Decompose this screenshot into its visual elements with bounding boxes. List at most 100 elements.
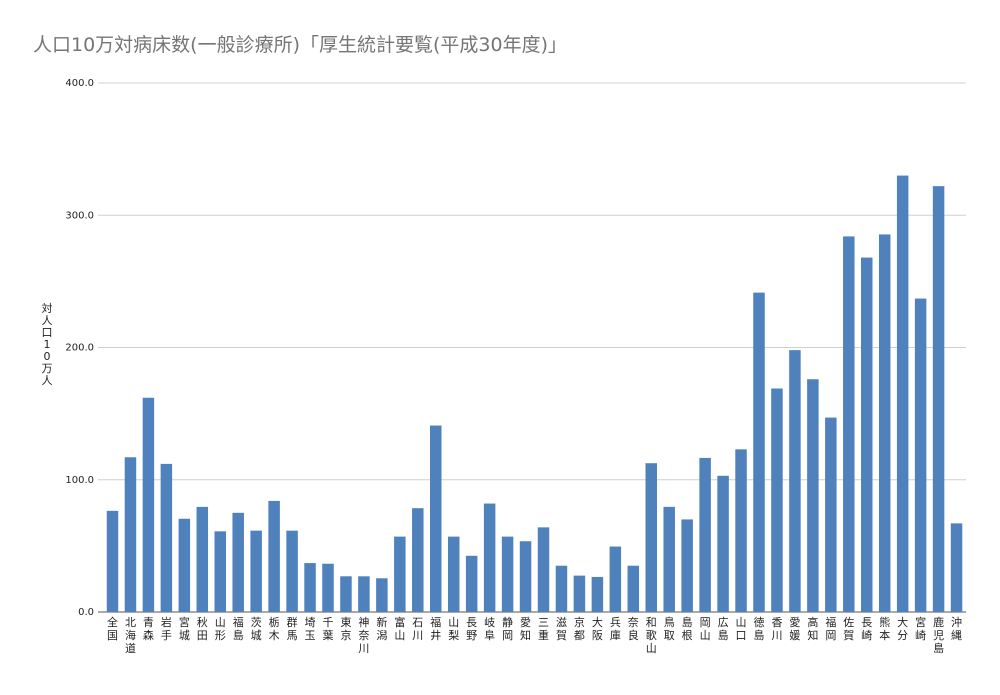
x-category-label: 愛媛 [789,616,800,642]
x-category-label: 東京 [340,616,351,642]
y-axis-label: 対人口 1 0 万人 [42,301,53,387]
x-category-label: 山形 [215,616,226,642]
x-category-label: 埼玉 [305,615,316,642]
bar [430,425,442,612]
x-category-label: 岐阜 [484,616,495,642]
x-axis-labels: 全国北海道青森岩手宮城秋田山形福島茨城栃木群馬埼玉千葉東京神奈川新潟富山石川福井… [107,615,962,655]
x-category-label: 群馬 [287,615,298,642]
bar [322,563,334,612]
x-category-label: 富山 [394,615,405,642]
y-tick-label: 400.0 [65,78,94,89]
bar [609,546,622,612]
bar [807,379,819,612]
gridlines [98,82,966,613]
bar [771,388,783,612]
bar [663,506,675,612]
bar [160,463,173,612]
bar [914,298,927,612]
bar [340,576,352,612]
x-category-label: 新潟 [376,615,387,642]
x-category-label: 茨城 [251,615,262,642]
bar [789,350,801,612]
bar [142,397,155,612]
bar [268,500,280,612]
bar [286,530,298,612]
y-tick-label: 200.0 [65,343,94,354]
x-category-label: 石川 [412,616,423,642]
x-category-label: 熊本 [879,615,890,642]
y-tick-label: 0.0 [78,607,94,618]
bar [106,510,119,612]
bar [896,175,909,612]
x-category-label: 沖縄 [951,616,962,642]
bar [717,475,729,612]
bar [124,457,137,612]
x-category-label: 神奈川 [358,615,369,655]
y-axis-label-text: 対人口 1 0 万人 [42,301,53,387]
x-category-label: 北海道 [125,616,136,655]
x-category-label: 佐賀 [843,615,854,642]
x-category-label: 大分 [897,615,908,642]
bar [196,506,209,612]
x-category-label: 栃木 [269,615,280,642]
x-category-label: 青森 [143,616,154,642]
x-category-label: 滋賀 [556,616,567,642]
bar [861,257,873,612]
x-category-label: 福井 [430,615,441,642]
x-category-label: 大阪 [592,615,603,642]
bar [447,536,460,612]
x-category-label: 宮城 [179,615,190,642]
bars [106,175,963,612]
bar [825,417,837,612]
bar [394,536,406,612]
x-category-label: 福岡 [825,615,836,642]
bar [178,518,191,612]
y-tick-label: 300.0 [65,210,94,221]
bar [519,541,532,612]
x-category-label: 岡山 [700,616,711,642]
y-tick-label: 100.0 [65,475,94,486]
x-category-label: 福島 [233,615,244,642]
bar [537,527,550,612]
x-category-label: 兵庫 [610,616,621,642]
bar [465,555,478,612]
x-category-label: 徳島 [754,616,765,642]
bar [358,576,370,612]
x-category-label: 山口 [736,616,747,642]
x-category-label: 三重 [538,616,549,642]
bar [591,576,604,612]
x-category-label: 高知 [807,615,818,642]
x-category-label: 鹿児島 [933,615,944,655]
bar [645,463,657,612]
x-category-label: 山梨 [448,616,459,642]
x-category-label: 長野 [466,616,477,642]
bar [932,186,945,612]
bar [304,563,316,612]
bar [843,236,855,612]
bar [232,512,244,612]
x-category-label: 長崎 [861,616,872,642]
x-category-label: 千葉 [323,616,334,642]
bar [501,536,514,612]
bar [699,457,711,612]
bar [627,565,640,612]
bar [950,523,963,612]
bar [214,531,226,612]
x-category-label: 全国 [107,615,118,642]
bar [555,565,568,612]
x-category-label: 秋田 [197,615,208,642]
x-category-label: 島根 [682,615,693,642]
bar [376,578,388,612]
x-category-label: 和歌山 [646,616,657,655]
x-category-label: 広島 [718,616,729,642]
x-category-label: 静岡 [502,615,513,642]
x-category-label: 奈良 [628,615,639,642]
bar [250,530,262,612]
bar [573,575,586,612]
x-category-label: 香川 [771,616,782,642]
x-category-label: 鳥取 [664,615,675,642]
bar [753,292,765,612]
bar [681,519,693,612]
chart-title: 人口10万対病床数(一般診療所)「厚生統計要覧(平成30年度)」 [33,34,568,56]
